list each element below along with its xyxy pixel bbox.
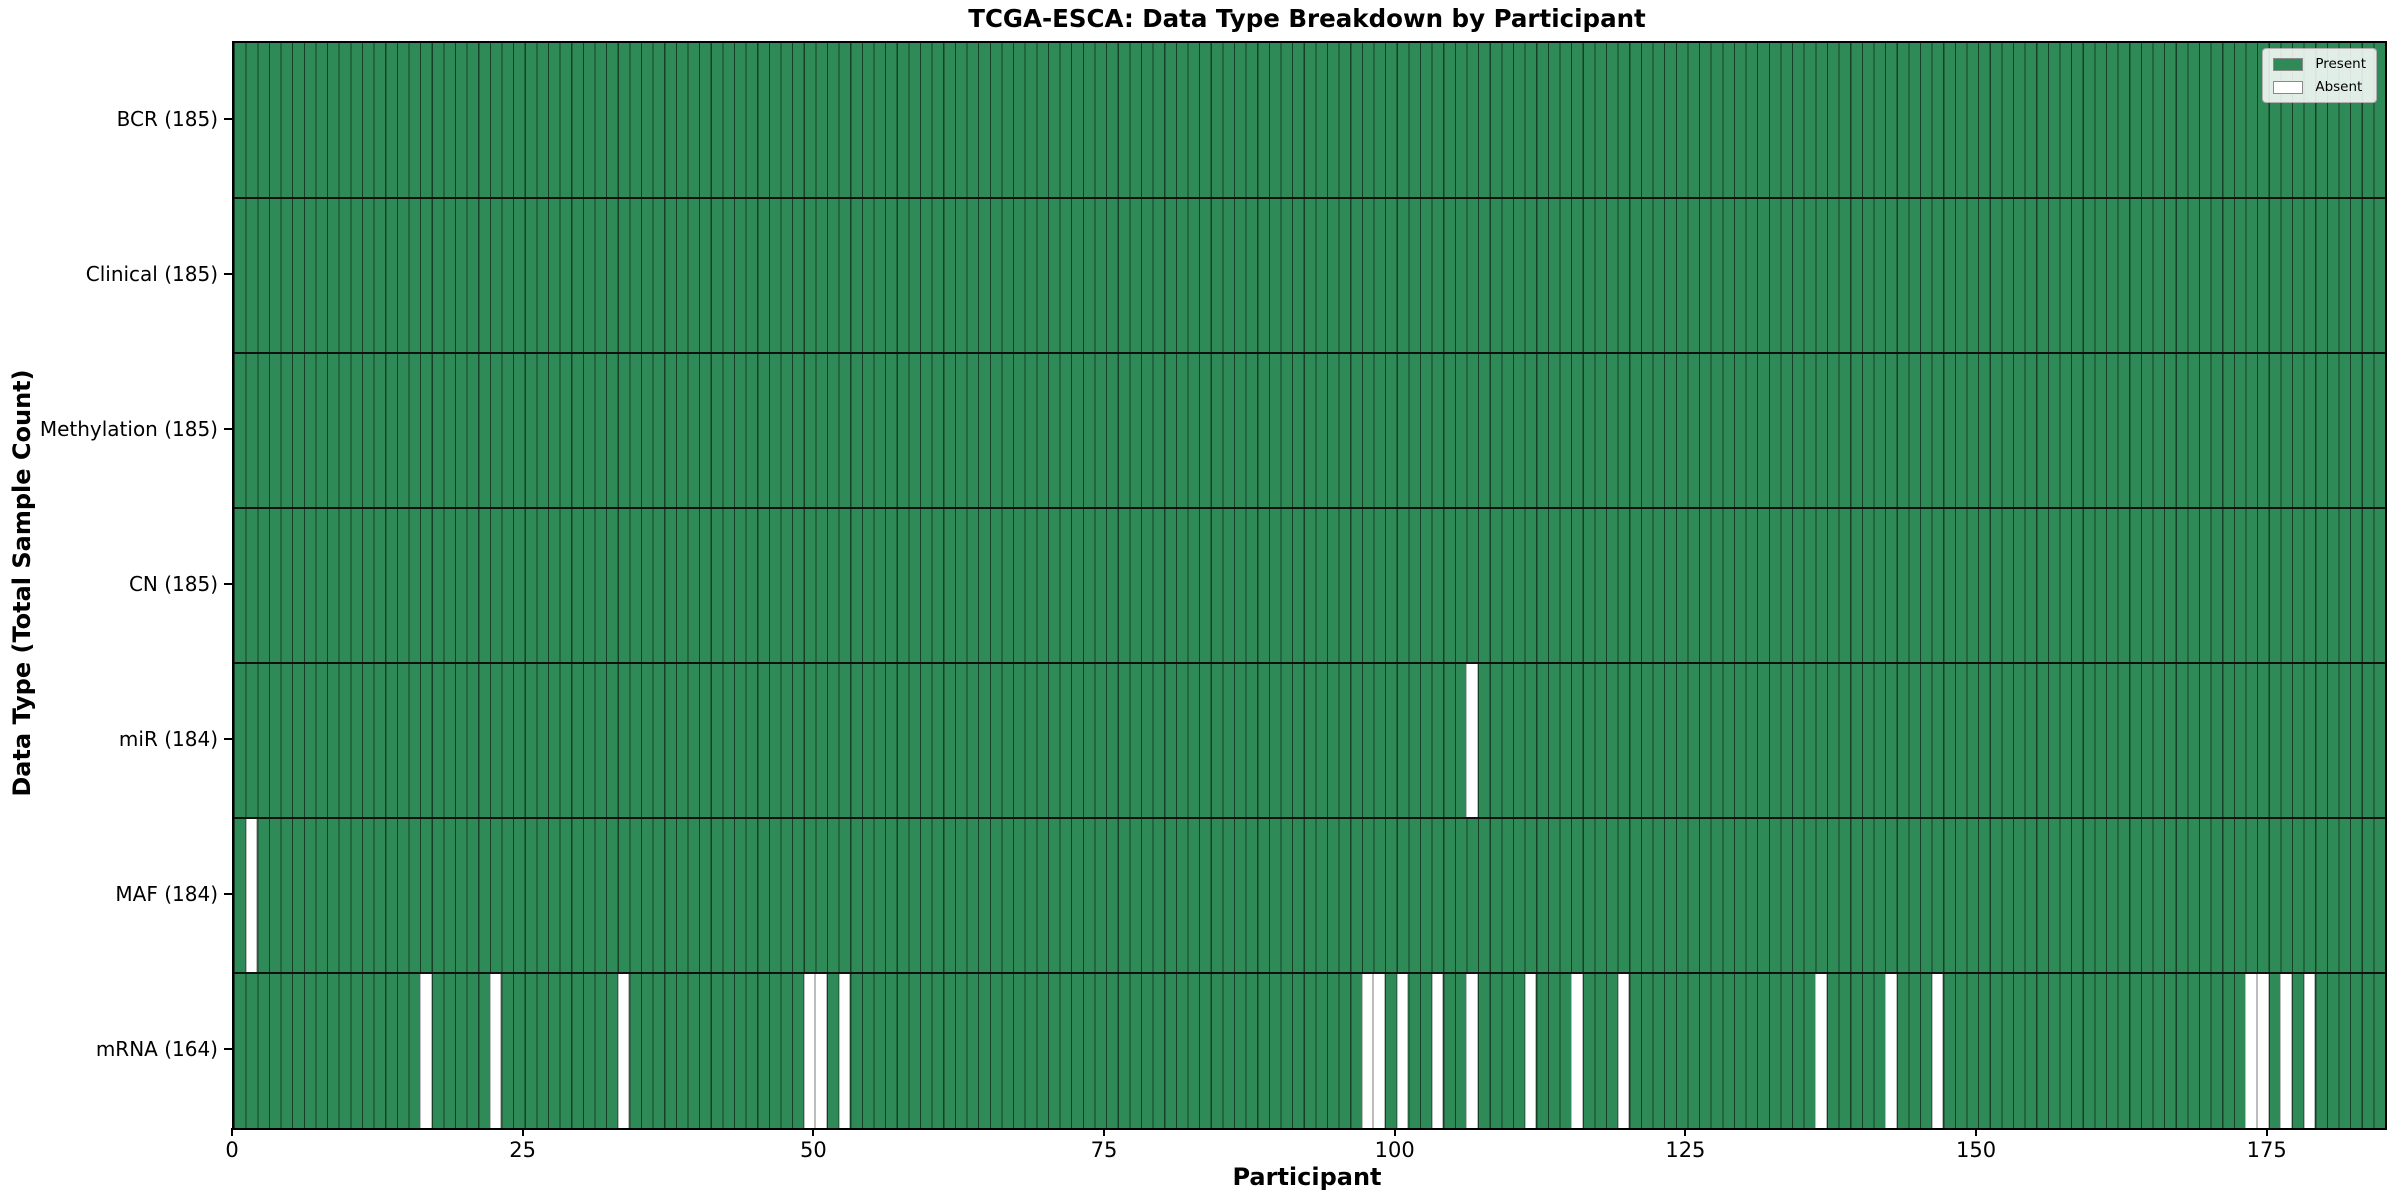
absent-cell (1524, 973, 1537, 1128)
x-tick-mark (1975, 1128, 1978, 1136)
absent-cell (803, 973, 816, 1128)
x-tick-label: 25 (509, 1138, 537, 1162)
heatmap-row-CN (234, 508, 2385, 663)
heatmap-row-Methylation (234, 353, 2385, 508)
legend-swatch-present (2273, 57, 2304, 71)
y-tick-mark (224, 582, 232, 585)
x-tick-label: 0 (225, 1138, 239, 1162)
legend-swatch-absent (2273, 80, 2304, 94)
x-tick-mark (812, 1128, 815, 1136)
present-cells (234, 198, 2385, 353)
absent-cell (1885, 973, 1897, 1128)
row-boundary-line (234, 817, 2385, 819)
y-tick-mark (224, 427, 232, 430)
row-boundary-line (234, 352, 2385, 354)
plot-area: Present Absent (232, 41, 2387, 1130)
legend-item-present: Present (2273, 56, 2366, 72)
present-cells (234, 663, 2385, 818)
y-tick-label-MAF: MAF (184) (115, 881, 218, 906)
x-tick-label: 75 (1090, 1138, 1118, 1162)
y-tick-label-BCR: BCR (185) (116, 106, 218, 131)
absent-cell (838, 973, 851, 1128)
absent-cell (1815, 973, 1827, 1128)
x-tick-label: 100 (1374, 1138, 1415, 1162)
absent-cell (2280, 973, 2292, 1128)
legend-item-absent: Absent (2273, 79, 2366, 95)
absent-cell (1571, 973, 1583, 1128)
legend: Present Absent (2262, 48, 2377, 103)
heatmap-row-Clinical (234, 198, 2385, 353)
x-tick-mark (231, 1128, 233, 1136)
present-cells (234, 43, 2385, 198)
legend-label: Present (2315, 56, 2366, 72)
absent-cell (815, 973, 827, 1128)
heatmap-row-mRNA (234, 973, 2385, 1128)
absent-cell (2303, 973, 2316, 1128)
y-tick-mark (224, 1047, 232, 1050)
chart-title: TCGA-ESCA: Data Type Breakdown by Partic… (968, 4, 1646, 33)
absent-cell (245, 818, 258, 973)
row-boundary-line (234, 507, 2385, 509)
heatmap-row-MAF (234, 818, 2385, 973)
x-tick-label: 125 (1665, 1138, 1706, 1162)
x-tick-label: 175 (2246, 1138, 2287, 1162)
present-cells (234, 508, 2385, 663)
present-cells (234, 353, 2385, 508)
row-boundary-line (234, 197, 2385, 199)
y-tick-mark (224, 892, 232, 895)
y-tick-label-mRNA: mRNA (164) (95, 1036, 218, 1061)
y-tick-label-Methylation: Methylation (185) (39, 416, 218, 441)
y-tick-label-miR: miR (184) (118, 726, 218, 751)
row-boundary-line (234, 972, 2385, 974)
absent-cell (1931, 973, 1944, 1128)
heatmap-row-BCR (234, 43, 2385, 198)
x-tick-mark (1393, 1128, 1396, 1136)
absent-cell (2257, 973, 2269, 1128)
absent-cell (420, 973, 432, 1128)
absent-cell (1466, 663, 1479, 818)
absent-cell (1617, 973, 1630, 1128)
heatmap-row-miR (234, 663, 2385, 818)
x-tick-label: 150 (1956, 1138, 1997, 1162)
y-tick-label-Clinical: Clinical (185) (85, 261, 218, 286)
y-tick-label-CN: CN (185) (128, 571, 218, 596)
absent-cell (2245, 973, 2258, 1128)
x-tick-label: 50 (799, 1138, 827, 1162)
legend-label: Absent (2315, 79, 2363, 95)
absent-cell (1396, 973, 1409, 1128)
absent-cell (1431, 973, 1444, 1128)
y-tick-mark (224, 272, 232, 275)
y-tick-mark (224, 117, 232, 120)
present-cells (234, 818, 2385, 973)
y-tick-mark (224, 737, 232, 740)
absent-cell (1373, 973, 1386, 1128)
x-tick-mark (1684, 1128, 1687, 1136)
x-axis-label: Participant (1232, 1163, 1382, 1191)
x-tick-mark (2265, 1128, 2268, 1136)
present-cells (234, 973, 2385, 1128)
x-tick-mark (1103, 1128, 1106, 1136)
absent-cell (489, 973, 502, 1128)
x-tick-mark (521, 1128, 524, 1136)
absent-cell (617, 973, 630, 1128)
absent-cell (1466, 973, 1479, 1128)
absent-cell (1361, 973, 1374, 1128)
row-boundary-line (234, 662, 2385, 664)
